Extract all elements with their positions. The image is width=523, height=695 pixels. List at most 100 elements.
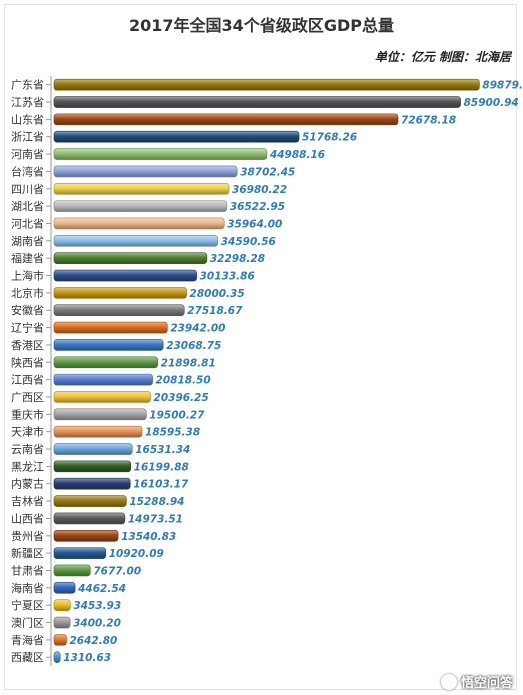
bar-贵州省: [53, 529, 119, 542]
category-label: 四川省: [11, 183, 44, 196]
value-label: 4462.54: [77, 583, 126, 595]
category-label: 湖南省: [11, 235, 44, 248]
value-label: 10920.09: [109, 548, 164, 560]
bar-广西区: [53, 391, 151, 403]
bar-江西省: [53, 373, 153, 386]
value-label: 51768.26: [302, 132, 357, 144]
value-label: 7677.00: [93, 565, 141, 577]
value-label: 16199.88: [134, 461, 189, 473]
value-label: 35964.00: [227, 218, 282, 230]
value-label: 85900.94: [464, 97, 519, 109]
category-label: 北京市: [11, 286, 44, 300]
bar-安徽省: [53, 304, 185, 317]
watermark: 悟空问答: [440, 672, 513, 691]
bar-江苏省: [53, 96, 461, 108]
bar-西藏区: [53, 651, 61, 664]
category-label: 天津市: [11, 425, 44, 439]
category-label: 福建省: [11, 251, 44, 265]
bar-浙江省: [53, 130, 300, 143]
bar-北京市: [53, 287, 187, 299]
category-label: 新疆区: [11, 546, 44, 560]
value-label: 13540.83: [121, 531, 176, 543]
value-label: 30133.86: [200, 271, 255, 283]
category-label: 河北省: [11, 217, 44, 230]
category-label: 贵州省: [11, 530, 44, 543]
value-label: 16531.34: [135, 444, 190, 456]
category-label: 河南省: [11, 148, 44, 161]
bar-香港区: [53, 339, 164, 351]
category-label: 江西省: [11, 374, 44, 387]
value-label: 1310.63: [63, 652, 111, 664]
bar-陕西省: [53, 356, 158, 369]
value-label: 32298.28: [210, 253, 265, 265]
bar-山西省: [53, 512, 126, 525]
bar-甘肃省: [53, 564, 91, 577]
bar-湖北省: [53, 200, 228, 212]
bar-海南省: [53, 582, 76, 594]
category-label: 宁夏区: [11, 598, 44, 612]
value-label: 23942.00: [170, 323, 225, 335]
category-label: 青海省: [11, 633, 44, 647]
value-label: 44988.16: [269, 149, 325, 161]
value-label: 28000.35: [190, 288, 245, 300]
category-label: 辽宁省: [11, 321, 44, 335]
value-label: 15288.94: [129, 496, 184, 508]
category-label: 重庆市: [11, 407, 44, 421]
category-label: 湖北省: [11, 200, 44, 213]
category-label: 山东省: [11, 113, 44, 126]
value-label: 27518.67: [187, 305, 243, 317]
value-label: 38702.45: [240, 166, 295, 178]
category-label: 陕西省: [11, 355, 44, 369]
bar-山东省: [53, 113, 399, 126]
value-label: 19500.27: [149, 409, 205, 421]
category-label: 安徽省: [11, 303, 44, 317]
category-label: 上海市: [11, 269, 44, 283]
category-label: 浙江省: [11, 131, 44, 144]
category-label: 吉林省: [11, 494, 44, 508]
value-label: 3453.93: [73, 600, 121, 612]
bar-河南省: [53, 148, 268, 160]
bar-台湾省: [53, 165, 238, 178]
value-label: 21898.81: [161, 357, 216, 369]
category-label: 台湾省: [11, 164, 44, 178]
bar-云南省: [53, 443, 133, 455]
category-label: 黑龙江: [11, 460, 44, 473]
bar-新疆区: [53, 547, 106, 559]
bar-青海省: [53, 634, 67, 646]
bar-福建省: [53, 252, 208, 264]
bar-宁夏区: [53, 599, 71, 611]
value-label: 20818.50: [156, 375, 211, 387]
chart-subtitle: 单位：亿元 制图：北海居: [374, 50, 511, 64]
category-label: 甘肃省: [11, 564, 44, 577]
category-label: 西藏区: [11, 651, 44, 664]
bar-辽宁省: [53, 321, 168, 334]
value-label: 16103.17: [133, 479, 189, 491]
value-label: 3400.20: [73, 618, 121, 630]
value-label: 14973.51: [128, 513, 183, 525]
bar-湖南省: [53, 235, 219, 247]
category-label: 香港区: [11, 339, 44, 352]
bar-四川省: [53, 182, 230, 195]
bar-黑龙江: [53, 460, 131, 473]
category-label: 广东省: [11, 79, 44, 92]
bar-内蒙古: [53, 477, 131, 490]
category-label: 澳门区: [11, 616, 44, 630]
bar-天津市: [53, 425, 143, 438]
value-label: 23068.75: [166, 340, 221, 352]
value-label: 89879.23: [482, 80, 523, 92]
category-label: 内蒙古: [11, 477, 44, 491]
value-label: 36980.22: [232, 184, 287, 196]
bar-吉林省: [53, 495, 127, 507]
category-label: 山西省: [11, 512, 44, 525]
value-label: 18595.38: [145, 427, 200, 439]
bar-河北省: [53, 217, 225, 230]
category-label: 海南省: [11, 581, 44, 595]
chart-title: 2017年全国34个省级政区GDP总量: [129, 16, 394, 35]
watermark-text: 悟空问答: [460, 676, 513, 691]
category-label: 江苏省: [11, 96, 44, 109]
bar-上海市: [53, 269, 197, 282]
value-label: 36522.95: [230, 201, 285, 213]
value-label: 72678.18: [401, 114, 456, 126]
category-label: 广西区: [11, 391, 44, 404]
